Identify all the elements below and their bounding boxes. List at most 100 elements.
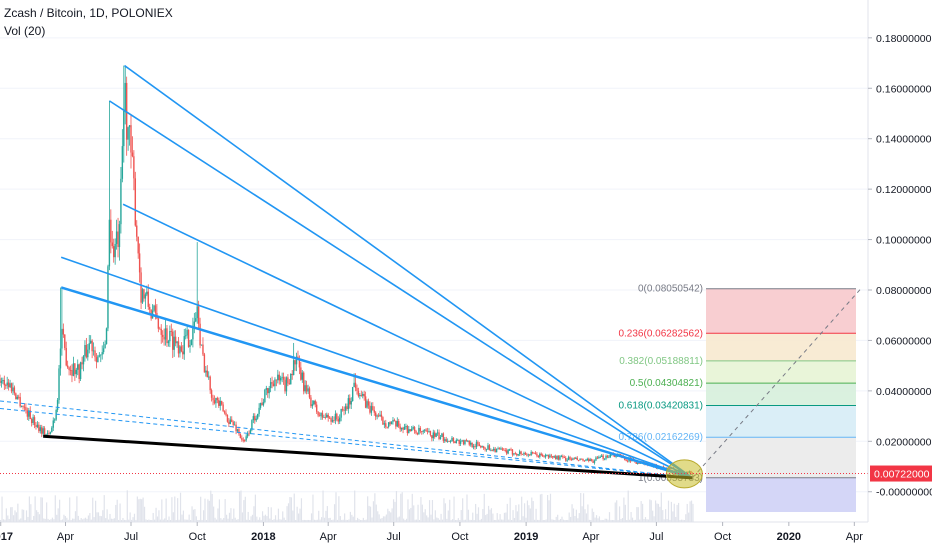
candle-body <box>497 448 499 450</box>
candle-body <box>134 178 137 226</box>
volume-bar <box>421 504 423 522</box>
candle-body <box>254 416 256 421</box>
candle-body <box>586 458 589 461</box>
candle-body <box>595 457 597 461</box>
candle-body <box>62 328 65 335</box>
volume-bar <box>283 517 285 522</box>
volume-bar <box>192 509 195 522</box>
candle-body <box>553 456 555 458</box>
candle-body <box>133 156 135 179</box>
candle-body <box>439 436 442 439</box>
volume-bar <box>653 516 655 522</box>
candle-body <box>192 326 194 340</box>
candle-body <box>220 400 223 405</box>
candle-body <box>215 397 217 404</box>
candle-body <box>572 458 574 460</box>
volume-bar <box>224 499 226 522</box>
volume-bar <box>680 519 683 522</box>
candle-body <box>212 397 214 401</box>
candle-body <box>516 454 518 456</box>
volume-bar <box>7 515 9 522</box>
candle-body <box>45 433 47 435</box>
volume-bar <box>511 519 513 522</box>
candle-body <box>81 362 83 365</box>
candle-body <box>118 224 121 248</box>
volume-bar <box>467 509 470 522</box>
fib-level-label: 0(0.08050542) <box>638 284 703 295</box>
volume-bar <box>431 499 434 522</box>
candle-body <box>136 225 138 237</box>
candle-body <box>157 318 160 329</box>
volume-bar <box>356 517 359 522</box>
candle-body <box>442 433 445 441</box>
candle-body <box>202 344 204 355</box>
volume-bar <box>623 497 625 522</box>
volume-bar <box>34 496 36 522</box>
candle-body <box>539 453 541 457</box>
candle-body <box>459 441 462 444</box>
candle-body <box>350 401 352 405</box>
volume-bar <box>8 518 10 522</box>
volume-bar <box>247 511 249 522</box>
volume-bar <box>631 517 634 522</box>
candle-body <box>213 400 216 404</box>
volume-bar <box>156 516 159 522</box>
candle-body <box>206 370 208 378</box>
volume-bar <box>600 519 602 522</box>
volume-bar <box>469 519 471 522</box>
price-tick-label: 0.14000000 <box>876 134 932 146</box>
volume-bar <box>487 505 490 522</box>
candle-body <box>48 433 50 435</box>
candle-body <box>390 421 393 425</box>
volume-bar <box>557 514 559 522</box>
candle-body <box>115 231 118 244</box>
volume-bar <box>257 519 259 522</box>
volume-bar <box>338 496 340 522</box>
candle-body <box>74 363 76 375</box>
volume-bar <box>633 519 635 522</box>
candle-body <box>25 407 27 411</box>
candle-body <box>575 457 577 459</box>
volume-bar <box>578 513 580 522</box>
volume-bar <box>297 513 300 522</box>
volume-bar <box>642 503 644 522</box>
time-tick-label: Apr <box>57 531 74 543</box>
volume-bar <box>380 518 382 522</box>
candle-body <box>311 404 314 407</box>
volume-bar <box>146 519 149 522</box>
volume-bar <box>545 519 547 522</box>
candle-body <box>638 462 640 464</box>
volume-bar <box>377 511 379 522</box>
candle-body <box>364 396 367 408</box>
fib-zone <box>706 477 856 512</box>
candle-body <box>269 382 272 389</box>
volume-bar <box>177 498 179 522</box>
volume-bar <box>185 519 187 522</box>
candle-body <box>199 323 201 346</box>
volume-bar <box>460 510 462 522</box>
volume-bar <box>218 499 220 522</box>
candle-body <box>501 448 504 450</box>
candle-body <box>262 402 265 406</box>
candle-body <box>549 455 551 458</box>
candle-body <box>477 442 479 445</box>
volume-bar <box>332 519 334 522</box>
candle-body <box>182 351 184 355</box>
candle-body <box>400 427 403 430</box>
volume-bar <box>571 504 573 522</box>
candle-body <box>485 449 488 450</box>
candle-body <box>258 407 260 414</box>
candle-body <box>547 454 550 458</box>
candle-body <box>330 418 332 422</box>
volume-bar <box>662 510 664 522</box>
volume-bar <box>652 510 654 522</box>
volume-bar <box>539 494 542 522</box>
volume-bar <box>650 500 652 522</box>
candle-body <box>360 395 363 396</box>
volume-bar <box>558 519 560 522</box>
volume-bar <box>349 511 351 522</box>
candle-body <box>333 420 335 421</box>
volume-bar <box>14 510 16 522</box>
volume-bar <box>71 518 74 522</box>
